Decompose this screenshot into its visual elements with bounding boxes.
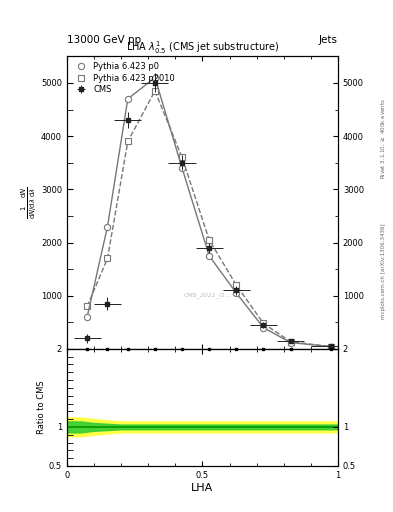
Pythia 6.423 p2010 <box>85 303 90 309</box>
Y-axis label: Ratio to CMS: Ratio to CMS <box>37 380 46 434</box>
Pythia 6.423 p2010 <box>180 154 184 160</box>
Pythia 6.423 p0 <box>105 223 110 229</box>
Text: Rivet 3.1.10, $\geq$ 400k events: Rivet 3.1.10, $\geq$ 400k events <box>379 98 387 179</box>
Title: LHA $\lambda^1_{0.5}$ (CMS jet substructure): LHA $\lambda^1_{0.5}$ (CMS jet substruct… <box>126 39 279 56</box>
Text: 13000 GeV pp: 13000 GeV pp <box>67 34 141 45</box>
Line: Pythia 6.423 p0: Pythia 6.423 p0 <box>84 74 334 350</box>
Pythia 6.423 p0 <box>261 325 266 331</box>
Text: Jets: Jets <box>319 34 338 45</box>
X-axis label: LHA: LHA <box>191 482 213 493</box>
Pythia 6.423 p2010 <box>207 237 211 243</box>
Pythia 6.423 p0 <box>85 314 90 320</box>
Pythia 6.423 p2010 <box>288 338 293 345</box>
Pythia 6.423 p2010 <box>125 138 130 144</box>
Y-axis label: $\frac{1}{\mathrm{d}N/ \mathrm{d}\lambda}\frac{\mathrm{d}N}{\mathrm{d}\lambda}$: $\frac{1}{\mathrm{d}N/ \mathrm{d}\lambda… <box>20 186 39 219</box>
Legend: Pythia 6.423 p0, Pythia 6.423 p2010, CMS: Pythia 6.423 p0, Pythia 6.423 p2010, CMS <box>71 60 177 96</box>
Pythia 6.423 p0 <box>288 339 293 346</box>
Pythia 6.423 p0 <box>180 165 184 171</box>
Pythia 6.423 p2010 <box>234 282 239 288</box>
Pythia 6.423 p0 <box>329 344 334 350</box>
Pythia 6.423 p0 <box>152 75 157 81</box>
Pythia 6.423 p0 <box>234 290 239 296</box>
Line: Pythia 6.423 p2010: Pythia 6.423 p2010 <box>84 88 334 350</box>
Pythia 6.423 p2010 <box>105 255 110 262</box>
Pythia 6.423 p2010 <box>152 88 157 94</box>
Text: mcplots.cern.ch [arXiv:1306.3436]: mcplots.cern.ch [arXiv:1306.3436] <box>381 224 386 319</box>
Pythia 6.423 p2010 <box>261 321 266 327</box>
Pythia 6.423 p2010 <box>329 344 334 350</box>
Pythia 6.423 p0 <box>207 253 211 259</box>
Text: CMS_2021_I1...: CMS_2021_I1... <box>184 292 232 298</box>
Pythia 6.423 p0 <box>125 96 130 102</box>
